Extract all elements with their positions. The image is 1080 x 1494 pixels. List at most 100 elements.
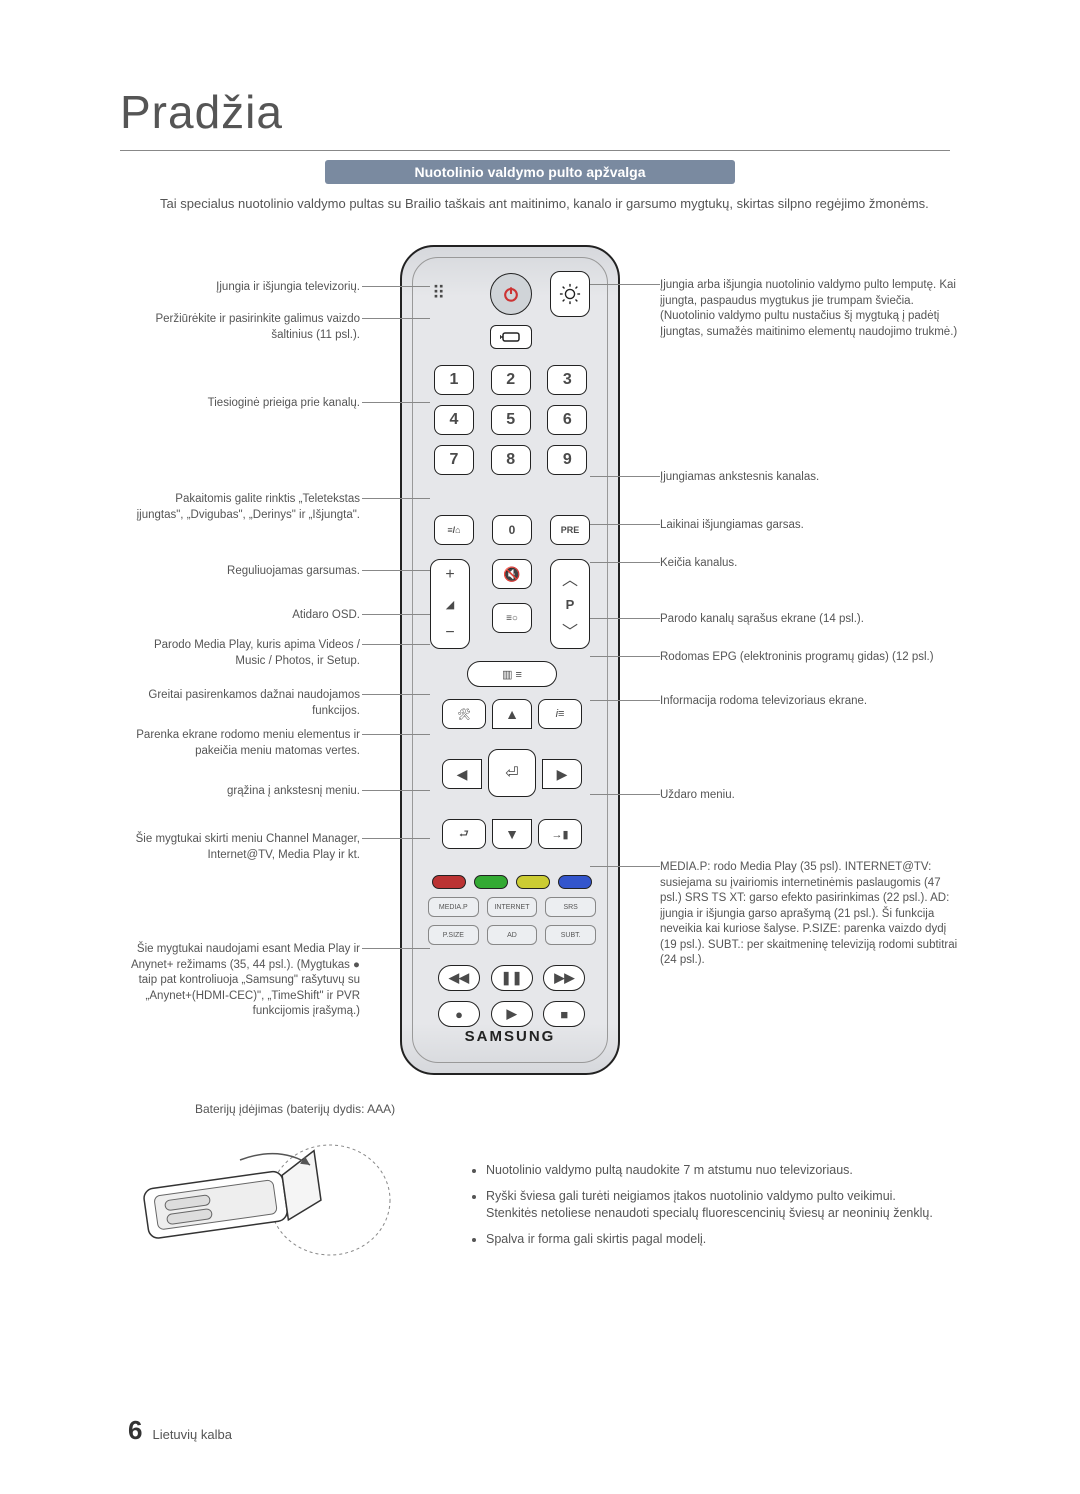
callout-right-8: MEDIA.P: rodo Media Play (35 psl). INTER… <box>660 860 960 969</box>
dpad-up[interactable]: ▲ <box>492 699 532 729</box>
intro-text: Tai specialus nuotolinio valdymo pultas … <box>160 195 950 213</box>
info-button[interactable]: i≡ <box>538 699 582 729</box>
srs-button[interactable]: SRS <box>545 897 596 917</box>
leader-right-2 <box>590 524 660 525</box>
usage-notes: Nuotolinio valdymo pultą naudokite 7 m a… <box>470 1162 950 1256</box>
note-2: Ryški šviesa gali turėti neigiamos įtako… <box>486 1188 950 1223</box>
psize-button[interactable]: P.SIZE <box>428 925 479 945</box>
record-button[interactable]: ● <box>438 1001 480 1027</box>
num-8[interactable]: 8 <box>491 445 531 475</box>
light-button[interactable] <box>550 271 590 317</box>
dpad-left[interactable]: ◀ <box>442 759 482 789</box>
num-7[interactable]: 7 <box>434 445 474 475</box>
leader-left-10 <box>362 838 430 839</box>
vol-icon: ◢ <box>446 598 454 611</box>
mute-button[interactable]: 🔇 <box>492 559 532 589</box>
stop-button[interactable]: ■ <box>543 1001 585 1027</box>
leader-right-6 <box>590 700 660 701</box>
section-banner: Nuotolinio valdymo pulto apžvalga <box>325 160 735 184</box>
title-rule <box>120 150 950 151</box>
prech-button[interactable]: PRE <box>550 515 590 545</box>
red-button[interactable] <box>432 875 466 889</box>
subt-button[interactable]: SUBT. <box>545 925 596 945</box>
yellow-button[interactable] <box>516 875 550 889</box>
ad-button[interactable]: AD <box>487 925 538 945</box>
internet-button[interactable]: INTERNET <box>487 897 538 917</box>
num-3[interactable]: 3 <box>547 365 587 395</box>
page-number: 6 <box>128 1415 142 1446</box>
leader-left-1 <box>362 318 430 319</box>
leader-left-5 <box>362 614 430 615</box>
ch-label: P <box>566 597 575 612</box>
num-2[interactable]: 2 <box>491 365 531 395</box>
callout-left-8: Parenka ekrane rodomo meniu elementus ir… <box>130 728 360 759</box>
callout-right-2: Laikinai išjungiamas garsas. <box>660 518 960 534</box>
leader-left-3 <box>362 498 430 499</box>
transport-buttons: ◀◀ ❚❚ ▶▶ ● ▶ ■ <box>438 965 586 1027</box>
callout-right-0: Įjungia arba išjungia nuotolinio valdymo… <box>660 278 960 340</box>
color-buttons <box>432 875 592 889</box>
leader-right-5 <box>590 656 660 657</box>
enter-button[interactable]: ⏎ <box>488 749 536 797</box>
callout-left-5: Atidaro OSD. <box>130 608 360 624</box>
note-1: Nuotolinio valdymo pultą naudokite 7 m a… <box>486 1162 950 1180</box>
dpad-down[interactable]: ▼ <box>492 819 532 849</box>
dpad-right[interactable]: ▶ <box>542 759 582 789</box>
light-icon <box>559 283 581 305</box>
leader-left-2 <box>362 402 430 403</box>
leader-right-0 <box>590 284 660 285</box>
braille-dots: ⠿ <box>432 283 447 304</box>
pause-button[interactable]: ❚❚ <box>491 965 533 991</box>
callout-left-9: grąžina į ankstesnį meniu. <box>130 784 360 800</box>
leader-right-1 <box>590 476 660 477</box>
return-button[interactable]: ⮐ <box>442 819 486 849</box>
callout-right-3: Keičia kanalus. <box>660 556 960 572</box>
num-1[interactable]: 1 <box>434 365 474 395</box>
callout-left-2: Tiesioginė prieiga prie kanalų. <box>130 396 360 412</box>
brand-label: SAMSUNG <box>402 1028 618 1045</box>
num-9[interactable]: 9 <box>547 445 587 475</box>
channel-rocker[interactable]: ︿ P ﹀ <box>550 559 590 649</box>
callout-right-1: Įjungiamas ankstesnis kanalas. <box>660 470 960 486</box>
note-3: Spalva ir forma gali skirtis pagal model… <box>486 1231 950 1249</box>
num-4[interactable]: 4 <box>434 405 474 435</box>
tools-button[interactable]: 🛠 <box>442 699 486 729</box>
ffwd-button[interactable]: ▶▶ <box>543 965 585 991</box>
callout-right-7: Uždaro meniu. <box>660 788 960 804</box>
vol-down-icon: − <box>445 624 454 642</box>
leader-left-8 <box>362 734 430 735</box>
source-button[interactable] <box>490 325 532 349</box>
power-button[interactable] <box>490 273 532 315</box>
volume-rocker[interactable]: + ◢ − <box>430 559 470 649</box>
blue-button[interactable] <box>558 875 592 889</box>
leader-left-4 <box>362 570 430 571</box>
vol-ch-cluster: + ◢ − 🔇 ≡○ ︿ P ﹀ <box>430 559 590 649</box>
mediap-button[interactable]: MEDIA.P <box>428 897 479 917</box>
page-title: Pradžia <box>120 85 283 139</box>
exit-button[interactable]: →▮ <box>538 819 582 849</box>
num-6[interactable]: 6 <box>547 405 587 435</box>
leader-right-8 <box>590 866 660 867</box>
rewind-button[interactable]: ◀◀ <box>438 965 480 991</box>
callout-right-5: Rodomas EPG (elektroninis programų gidas… <box>660 650 960 666</box>
play-button[interactable]: ▶ <box>491 1001 533 1027</box>
number-pad: 1 2 3 4 5 6 7 8 9 <box>434 365 590 475</box>
num-0[interactable]: 0 <box>492 515 532 545</box>
leader-left-0 <box>362 286 430 287</box>
leader-left-9 <box>362 790 430 791</box>
page-footer: 6 Lietuvių kalba <box>128 1415 232 1446</box>
callout-left-6: Parodo Media Play, kuris apima Videos / … <box>130 638 360 669</box>
ttx-button[interactable]: ≡/⌂ <box>434 515 474 545</box>
leader-left-7 <box>362 694 430 695</box>
leader-left-6 <box>362 644 430 645</box>
callout-left-4: Reguliuojamas garsumas. <box>130 564 360 580</box>
callout-left-7: Greitai pasirenkamos dažnai naudojamos f… <box>130 688 360 719</box>
green-button[interactable] <box>474 875 508 889</box>
source-icon <box>500 330 522 344</box>
num-5[interactable]: 5 <box>491 405 531 435</box>
feature-buttons: MEDIA.P INTERNET SRS P.SIZE AD SUBT. <box>428 897 596 945</box>
menu-button[interactable]: ▥ ≡ <box>467 661 557 687</box>
dpad: 🛠 i≡ ⮐ →▮ ▲ ▼ ◀ ▶ ⏎ <box>442 699 582 849</box>
chlist-button[interactable]: ≡○ <box>492 603 532 633</box>
vol-up-icon: + <box>445 566 454 584</box>
